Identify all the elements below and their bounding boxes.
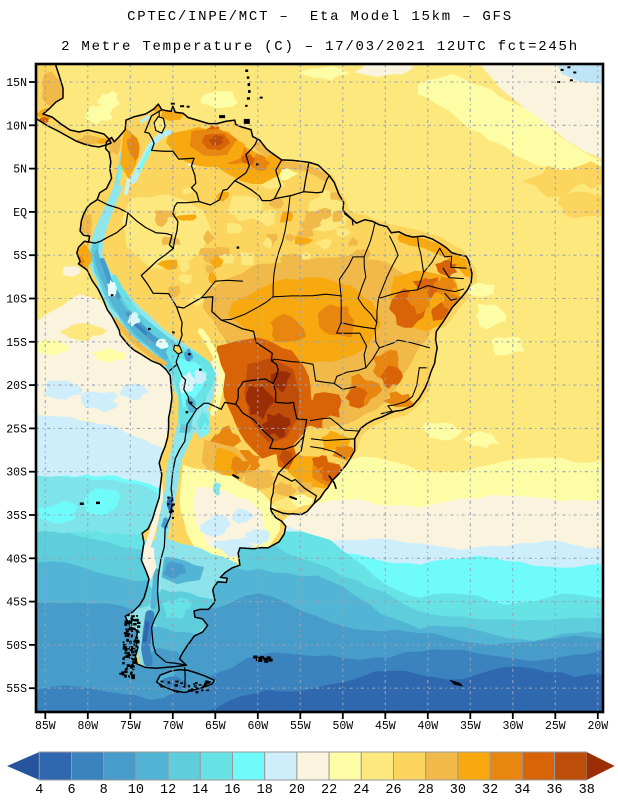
svg-text:55W: 55W [290, 720, 311, 733]
svg-text:70W: 70W [162, 720, 183, 733]
svg-text:85W: 85W [35, 720, 56, 733]
svg-text:60W: 60W [247, 720, 268, 733]
svg-text:EQ: EQ [13, 207, 27, 220]
svg-text:10S: 10S [6, 294, 27, 307]
svg-text:35W: 35W [460, 720, 481, 733]
svg-text:22: 22 [321, 783, 337, 798]
svg-text:25S: 25S [6, 423, 27, 436]
svg-text:55S: 55S [6, 683, 27, 696]
svg-text:45W: 45W [375, 720, 396, 733]
svg-text:34: 34 [514, 783, 530, 798]
svg-text:5N: 5N [13, 164, 27, 177]
svg-text:26: 26 [385, 783, 401, 798]
svg-text:40S: 40S [6, 553, 27, 566]
svg-text:75W: 75W [120, 720, 141, 733]
svg-text:30: 30 [450, 783, 466, 798]
svg-text:20S: 20S [6, 380, 27, 393]
svg-text:20: 20 [289, 783, 305, 798]
svg-text:38: 38 [579, 783, 595, 798]
svg-text:10N: 10N [6, 120, 27, 133]
svg-text:45S: 45S [6, 597, 27, 610]
svg-text:18: 18 [257, 783, 273, 798]
svg-text:6: 6 [67, 783, 75, 798]
svg-text:5S: 5S [13, 250, 27, 263]
svg-text:20W: 20W [587, 720, 608, 733]
svg-text:28: 28 [418, 783, 434, 798]
svg-text:50W: 50W [332, 720, 353, 733]
svg-text:36: 36 [546, 783, 562, 798]
svg-text:30W: 30W [502, 720, 523, 733]
svg-text:4: 4 [35, 783, 43, 798]
svg-text:50S: 50S [6, 640, 27, 653]
svg-text:10: 10 [128, 783, 144, 798]
svg-text:24: 24 [353, 783, 369, 798]
svg-text:80W: 80W [77, 720, 98, 733]
svg-text:15N: 15N [6, 77, 27, 90]
svg-text:25W: 25W [545, 720, 566, 733]
svg-text:8: 8 [100, 783, 108, 798]
svg-text:40W: 40W [417, 720, 438, 733]
svg-text:15S: 15S [6, 337, 27, 350]
svg-text:14: 14 [192, 783, 208, 798]
svg-text:30S: 30S [6, 467, 27, 480]
svg-text:32: 32 [482, 783, 498, 798]
svg-text:35S: 35S [6, 510, 27, 523]
svg-text:12: 12 [160, 783, 176, 798]
svg-text:65W: 65W [205, 720, 226, 733]
svg-text:16: 16 [224, 783, 240, 798]
